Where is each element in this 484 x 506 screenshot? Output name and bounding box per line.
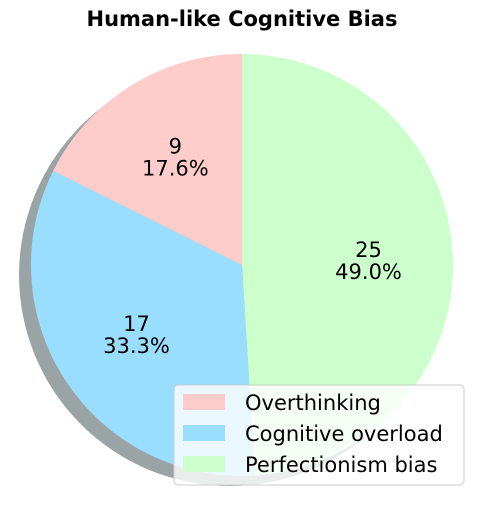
legend-label: Perfectionism bias xyxy=(245,453,437,477)
slice-value-label: 25 xyxy=(355,238,382,262)
pie-slice-perfectionism-bias xyxy=(242,54,453,476)
slice-percent-label: 33.3% xyxy=(103,334,170,358)
legend-swatch xyxy=(183,425,225,441)
legend: Overthinking Cognitive overload Perfection… xyxy=(173,384,465,486)
slice-percent-label: 49.0% xyxy=(335,260,402,284)
slice-percent-label: 17.6% xyxy=(142,156,209,180)
legend-label: Overthinking xyxy=(245,391,381,415)
legend-swatch xyxy=(183,394,225,410)
slice-value-label: 9 xyxy=(169,134,182,158)
pie-slice-overthinking xyxy=(53,54,242,265)
legend-label: Cognitive overload xyxy=(245,422,443,446)
chart-title: Human-like Cognitive Bias xyxy=(87,7,398,31)
legend-frame xyxy=(173,384,465,486)
slice-value-label: 17 xyxy=(123,312,150,336)
legend-swatch xyxy=(183,456,225,472)
